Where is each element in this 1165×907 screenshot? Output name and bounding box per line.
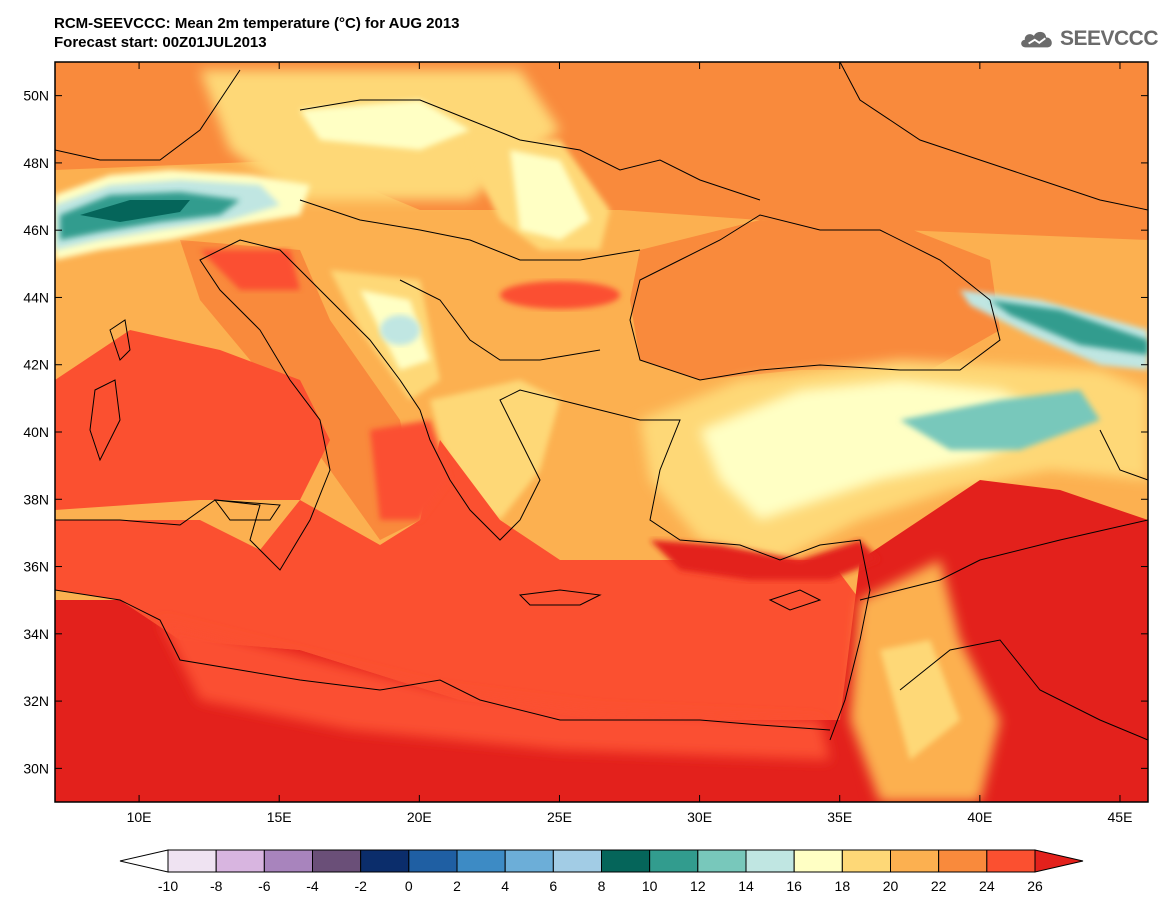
lat-tick-label: 32N bbox=[23, 693, 49, 709]
colorbar-swatch bbox=[793, 849, 843, 873]
colorbar-label: 8 bbox=[598, 878, 606, 894]
colorbar-swatch bbox=[552, 849, 602, 873]
title-line-1: RCM-SEEVCCC: Mean 2m temperature (°C) fo… bbox=[54, 15, 460, 32]
colorbar-swatch bbox=[456, 849, 506, 873]
colorbar-swatch bbox=[890, 849, 940, 873]
colorbar-swatch bbox=[504, 849, 554, 873]
colorbar-label: -8 bbox=[210, 878, 223, 894]
seevccc-logo: SEEVCCC bbox=[1018, 22, 1159, 56]
colorbar-swatch bbox=[167, 849, 217, 873]
lon-tick-label: 20E bbox=[407, 809, 432, 825]
lon-tick-label: 15E bbox=[267, 809, 292, 825]
colorbar-label: 20 bbox=[883, 878, 899, 894]
colorbar-label: -10 bbox=[158, 878, 178, 894]
lat-tick-label: 38N bbox=[23, 491, 49, 507]
lon-tick-label: 45E bbox=[1108, 809, 1133, 825]
colorbar-label: -2 bbox=[354, 878, 367, 894]
colorbar-label: 22 bbox=[931, 878, 947, 894]
map-title: RCM-SEEVCCC: Mean 2m temperature (°C) fo… bbox=[54, 14, 460, 52]
cloud-icon bbox=[1021, 31, 1052, 48]
colorbar-swatch bbox=[986, 849, 1036, 873]
colorbar-label: 16 bbox=[786, 878, 802, 894]
colorbar-swatch bbox=[938, 849, 988, 873]
lat-tick-label: 30N bbox=[23, 760, 49, 776]
colorbar-swatch bbox=[601, 849, 651, 873]
colorbar-label: 24 bbox=[979, 878, 995, 894]
colorbar-swatch bbox=[841, 849, 891, 873]
lat-tick-label: 42N bbox=[23, 357, 49, 373]
colorbar-swatch bbox=[697, 849, 747, 873]
colorbar: -10 -8 -6 -4 -2 0 2 4 6 8 10 12 14 16 18 20 22 24 26 bbox=[119, 849, 1084, 894]
lon-tick-label: 10E bbox=[127, 809, 152, 825]
lat-tick-label: 50N bbox=[23, 88, 49, 104]
colorbar-swatch bbox=[408, 849, 458, 873]
longitude-axis: 10E 15E 20E 25E 30E 35E 40E 45E bbox=[127, 62, 1133, 825]
colorbar-label: 0 bbox=[405, 878, 413, 894]
colorbar-label: -4 bbox=[306, 878, 319, 894]
latitude-axis: 30N 32N 34N 36N 38N 40N 42N 44N 46N 48N 50N bbox=[23, 88, 1148, 776]
colorbar-swatch bbox=[360, 849, 410, 873]
lon-tick-label: 35E bbox=[827, 809, 852, 825]
colorbar-under-triangle bbox=[119, 849, 169, 873]
colorbar-label: 4 bbox=[501, 878, 509, 894]
colorbar-swatch bbox=[263, 849, 314, 873]
lon-tick-label: 40E bbox=[967, 809, 992, 825]
colorbar-label: 14 bbox=[738, 878, 754, 894]
colorbar-swatch bbox=[215, 849, 265, 873]
colorbar-label: 10 bbox=[642, 878, 658, 894]
lat-tick-label: 46N bbox=[23, 222, 49, 238]
colorbar-label: 18 bbox=[835, 878, 851, 894]
logo-text: SEEVCCC bbox=[1059, 27, 1159, 50]
colorbar-label: 6 bbox=[549, 878, 557, 894]
lon-tick-label: 25E bbox=[547, 809, 572, 825]
coastlines bbox=[55, 62, 1148, 741]
colorbar-label: -6 bbox=[258, 878, 271, 894]
colorbar-over-triangle bbox=[1034, 849, 1084, 873]
lat-tick-label: 34N bbox=[23, 626, 49, 642]
temperature-field bbox=[55, 62, 1148, 802]
colorbar-swatch bbox=[649, 849, 699, 873]
colorbar-label: 2 bbox=[453, 878, 461, 894]
colorbar-label: 12 bbox=[690, 878, 706, 894]
colorbar-label: 26 bbox=[1027, 878, 1043, 894]
lat-tick-label: 40N bbox=[23, 424, 49, 440]
lat-tick-label: 36N bbox=[23, 559, 49, 575]
title-line-2: Forecast start: 00Z01JUL2013 bbox=[54, 34, 267, 51]
lat-tick-label: 48N bbox=[23, 155, 49, 171]
colorbar-swatch bbox=[312, 849, 362, 873]
lon-tick-label: 30E bbox=[687, 809, 712, 825]
colorbar-swatch bbox=[745, 849, 795, 873]
lat-tick-label: 44N bbox=[23, 289, 49, 305]
